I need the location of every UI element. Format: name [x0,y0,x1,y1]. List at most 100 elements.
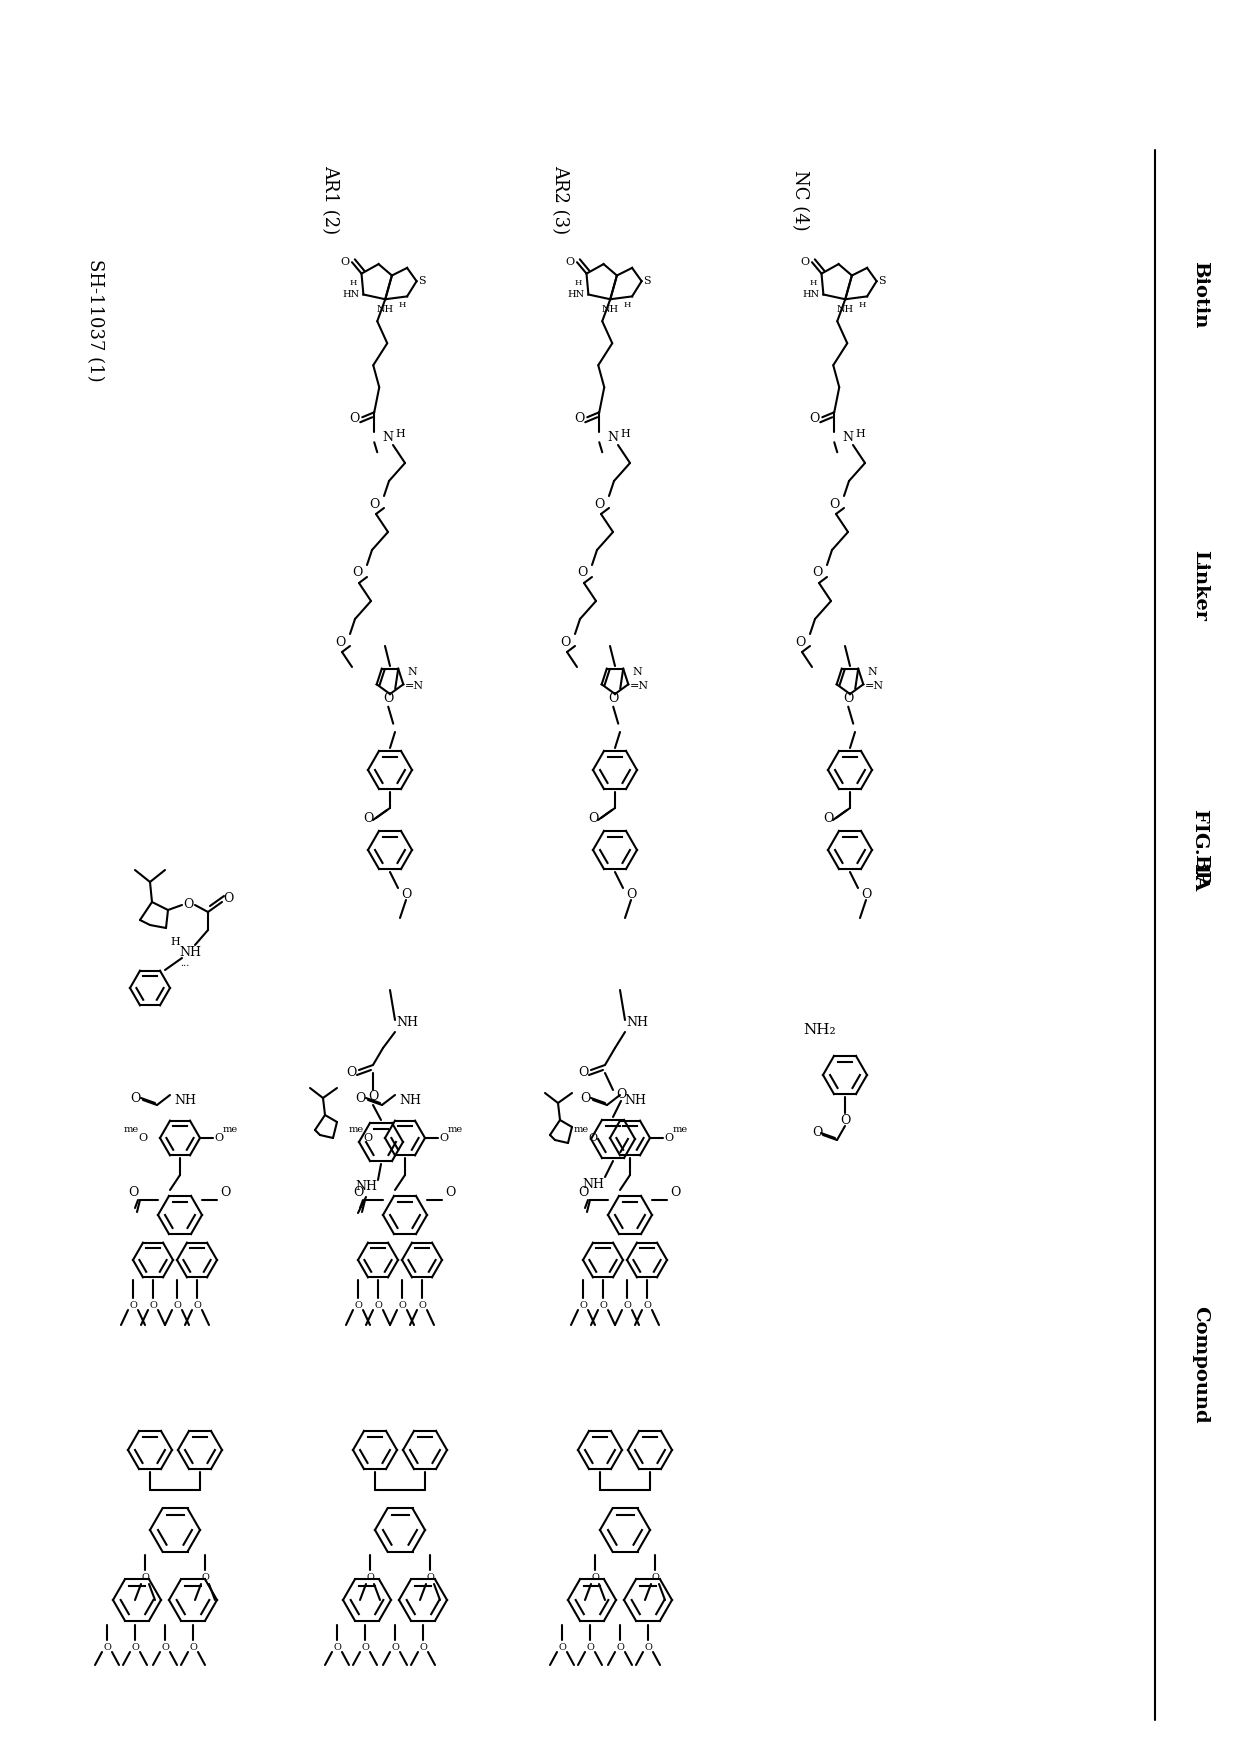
Text: NH: NH [837,306,854,315]
Text: O: O [193,1301,201,1309]
Text: O: O [808,413,820,425]
Text: O: O [644,1643,652,1652]
Text: S: S [418,276,427,287]
Text: O: O [419,1643,427,1652]
Text: O: O [361,1643,370,1652]
Text: O: O [861,888,872,900]
Text: O: O [398,1301,405,1309]
Text: O: O [363,811,373,825]
Text: Linker: Linker [1190,549,1209,621]
Text: O: O [418,1301,425,1309]
Text: NH: NH [179,946,201,958]
Text: HN: HN [802,290,820,299]
Text: O: O [591,1573,599,1582]
Text: O: O [139,1133,148,1143]
Text: AR1 (2): AR1 (2) [321,166,339,234]
Text: NH: NH [399,1094,422,1106]
Text: O: O [651,1573,658,1582]
Text: O: O [626,888,636,900]
Text: H: H [170,937,180,947]
Text: N: N [632,668,642,676]
Text: me: me [222,1126,238,1134]
Text: AR2 (3): AR2 (3) [551,166,569,234]
Text: O: O [131,1643,139,1652]
Text: O: O [795,636,805,649]
Text: me: me [672,1126,687,1134]
Text: me: me [573,1126,589,1134]
Text: H: H [350,280,357,287]
Text: N: N [383,430,394,444]
Text: NH: NH [355,1180,377,1194]
Text: H: H [810,280,817,287]
Text: O: O [368,1091,378,1103]
Text: O: O [188,1643,197,1652]
Text: N: N [843,430,854,444]
Text: O: O [580,1091,590,1105]
Text: O: O [353,1185,363,1199]
Text: O: O [801,257,810,267]
Text: O: O [616,1643,624,1652]
Text: =N: =N [404,682,424,690]
Text: H: H [396,430,405,439]
Text: me: me [448,1126,463,1134]
Text: NH: NH [624,1094,646,1106]
Text: HN: HN [342,290,360,299]
Text: SH-11037 (1): SH-11037 (1) [86,259,104,381]
Text: NH: NH [626,1017,649,1030]
Text: O: O [574,413,584,425]
Text: O: O [445,1185,455,1199]
Text: O: O [149,1301,157,1309]
Text: O: O [368,498,379,510]
Text: HN: HN [568,290,584,299]
Text: O: O [565,257,575,267]
Text: O: O [341,257,350,267]
Text: O: O [587,1643,594,1652]
Text: H: H [399,301,405,309]
Text: H: H [856,430,866,439]
Text: O: O [839,1113,851,1126]
Text: NH: NH [174,1094,196,1106]
Text: O: O [141,1573,149,1582]
Text: Biotin: Biotin [1190,260,1209,329]
Text: O: O [622,1301,631,1309]
Text: =N: =N [864,682,884,690]
Text: O: O [355,1301,362,1309]
Text: me: me [348,1126,363,1134]
Text: O: O [616,1089,626,1101]
Text: O: O [594,498,604,510]
Text: O: O [427,1573,434,1582]
Text: O: O [391,1643,399,1652]
Text: H: H [624,301,631,309]
Text: H: H [858,301,866,309]
Text: NH: NH [396,1017,418,1030]
Text: O: O [352,566,362,580]
Text: O: O [174,1301,181,1309]
Text: O: O [355,1091,366,1105]
Text: O: O [215,1133,223,1143]
Text: O: O [161,1643,169,1652]
Text: S: S [644,276,651,287]
Text: =N: =N [630,682,649,690]
Text: O: O [350,413,360,425]
Text: FIG. 1A: FIG. 1A [1190,809,1209,891]
Text: O: O [578,1185,588,1199]
Text: O: O [578,1066,588,1079]
Text: O: O [129,1301,136,1309]
Text: O: O [823,811,833,825]
Text: O: O [223,891,233,904]
Text: O: O [334,1643,341,1652]
Text: O: O [812,1126,822,1138]
Text: O: O [665,1133,673,1143]
Text: O: O [559,636,570,649]
Text: Compound: Compound [1190,1306,1209,1425]
Text: O: O [130,1091,140,1105]
Text: me: me [124,1126,139,1134]
Text: N: N [867,668,877,676]
Text: O: O [588,811,598,825]
Text: O: O [383,692,393,704]
Text: O: O [644,1301,651,1309]
Text: S: S [878,276,887,287]
Text: H: H [620,430,630,439]
Text: O: O [103,1643,110,1652]
Text: O: O [366,1573,374,1582]
